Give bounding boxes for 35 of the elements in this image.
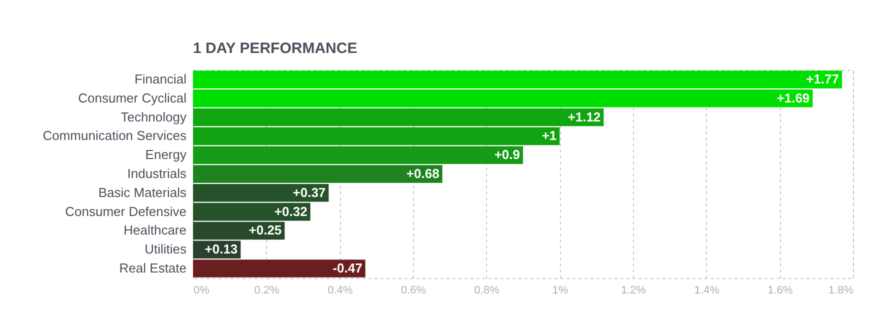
y-tick-label: Consumer Defensive xyxy=(65,204,186,219)
x-tick-label: 1% xyxy=(552,284,568,296)
x-tick-label: 0.8% xyxy=(474,284,500,296)
x-tick-label: 0.2% xyxy=(254,284,280,296)
data-label: +1.77 xyxy=(806,71,839,86)
y-tick-label: Basic Materials xyxy=(98,184,187,200)
data-label: +1.12 xyxy=(568,109,601,124)
y-tick-label: Communication Services xyxy=(42,128,187,144)
y-tick-label: Industrials xyxy=(127,166,187,181)
y-tick-label: Real Estate xyxy=(119,260,186,276)
x-tick-label: 1.6% xyxy=(768,284,793,296)
x-tick-label: 0% xyxy=(194,284,210,296)
y-tick-label: Financial xyxy=(134,71,187,86)
data-label: +1 xyxy=(542,128,557,144)
data-label: +0.68 xyxy=(406,166,440,181)
y-tick-label: Energy xyxy=(145,147,187,162)
data-label: +0.25 xyxy=(248,222,282,238)
bar xyxy=(193,260,366,278)
data-label: +0.9 xyxy=(494,147,520,162)
y-tick-label: Technology xyxy=(120,109,187,124)
data-label: -0.47 xyxy=(332,260,362,276)
bar xyxy=(193,165,442,183)
data-label: +0.13 xyxy=(204,242,238,257)
x-tick-label: 0.6% xyxy=(400,284,426,296)
data-label: +0.37 xyxy=(292,184,326,200)
chart-title: 1 DAY PERFORMANCE xyxy=(193,40,358,57)
x-tick-label: 1.2% xyxy=(620,284,646,296)
x-tick-label: 1.8% xyxy=(828,284,854,296)
y-tick-label: Consumer Cyclical xyxy=(78,90,187,106)
y-tick-label: Utilities xyxy=(144,242,187,257)
x-tick-label: 0.4% xyxy=(328,284,353,296)
data-label: +0.32 xyxy=(274,204,308,219)
data-label: +1.69 xyxy=(776,90,810,106)
x-tick-label: 1.4% xyxy=(694,284,720,296)
y-tick-label: Healthcare xyxy=(124,222,186,238)
